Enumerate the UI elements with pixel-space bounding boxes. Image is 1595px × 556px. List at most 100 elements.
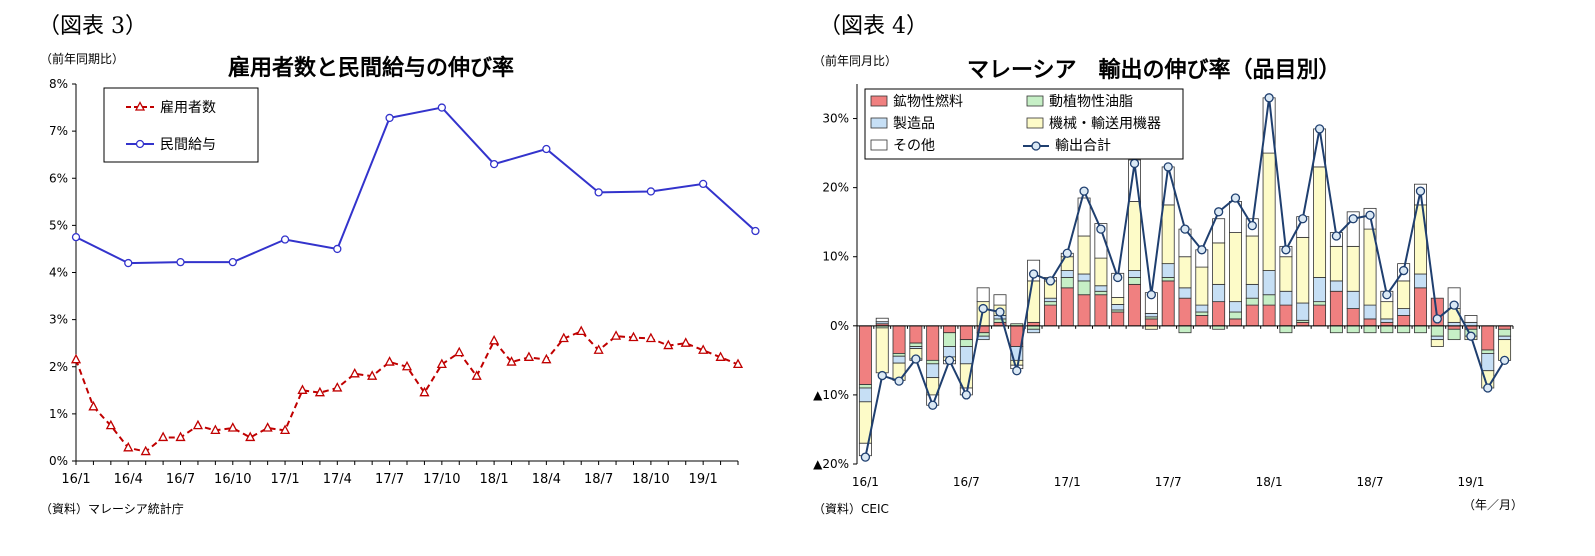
bar-segment-fuel bbox=[1380, 321, 1394, 327]
total-point bbox=[1247, 220, 1257, 231]
bar-segment-mfg bbox=[1397, 308, 1411, 316]
total-point bbox=[1213, 207, 1224, 217]
x-tick-label: 17/4 bbox=[323, 472, 352, 487]
legend-label: 雇用者数 bbox=[160, 99, 216, 116]
bar-segment-mach bbox=[1229, 232, 1242, 303]
bar-segment-oil bbox=[943, 332, 956, 347]
figure-3-label: （図表 3） bbox=[38, 14, 147, 39]
figure-4-source: （資料）CEIC bbox=[813, 502, 889, 516]
bar-segment-fuel bbox=[1094, 294, 1108, 327]
figure-3-chart: 0% 1% 2% 3% 4% 5% 6% 7% 8% 16/1 16/4 16/7 16/10 17/1 1… bbox=[49, 77, 760, 487]
bar-segment-mfg bbox=[1060, 270, 1074, 278]
legend-label: 輸出合計 bbox=[1055, 138, 1111, 154]
total-point bbox=[1264, 93, 1274, 103]
total-point bbox=[1230, 193, 1241, 203]
data-point-triangle bbox=[140, 445, 151, 456]
bar-segment-fuel bbox=[1027, 321, 1041, 327]
bar-segment-oil bbox=[1447, 328, 1461, 341]
bar-segment-mach bbox=[1262, 152, 1276, 271]
total-point bbox=[961, 390, 971, 400]
bar-segment-mfg bbox=[1296, 302, 1310, 321]
bar-segment-fuel bbox=[1262, 304, 1276, 327]
total-point bbox=[1045, 276, 1056, 286]
data-point-circle bbox=[333, 244, 342, 254]
figure-4-panel: （図表 4） （前年同月比） マレーシア 輸出の伸び率（品目別） 30% 20% 1… bbox=[795, 0, 1595, 556]
y-tick-label: 3% bbox=[49, 313, 68, 327]
data-point-triangle bbox=[158, 431, 169, 442]
bar-segment-oil bbox=[1128, 277, 1141, 285]
total-point bbox=[877, 370, 887, 381]
bar-segment-mach bbox=[1296, 236, 1310, 304]
data-point-triangle bbox=[349, 367, 360, 378]
data-point-triangle bbox=[645, 332, 656, 343]
bar-segment-fuel bbox=[858, 325, 872, 385]
data-point-circle bbox=[646, 187, 656, 196]
bar-segment-oil bbox=[1262, 294, 1276, 306]
total-point bbox=[1466, 331, 1476, 341]
total-point bbox=[1331, 231, 1342, 241]
data-point-triangle bbox=[558, 332, 569, 343]
total-point bbox=[1180, 224, 1190, 234]
total-point bbox=[911, 354, 921, 364]
bar-segment-fuel bbox=[1313, 304, 1327, 327]
bar-segment-fuel bbox=[892, 325, 906, 354]
bar-segment-mach bbox=[1161, 204, 1175, 265]
x-tick-label: 18/1 bbox=[1256, 475, 1283, 489]
bar-segment-mach bbox=[1380, 301, 1394, 320]
total-point bbox=[1062, 248, 1072, 258]
legend-swatch-鉱物性燃料 bbox=[870, 95, 888, 107]
total-point bbox=[978, 303, 988, 314]
data-point-triangle bbox=[297, 384, 308, 394]
bar-segment-mach bbox=[1111, 297, 1125, 305]
bar-segment-mfg bbox=[1144, 312, 1158, 318]
total-point bbox=[1028, 269, 1039, 279]
bar-segment-fuel bbox=[1128, 283, 1141, 327]
y-tick-label: 6% bbox=[49, 171, 68, 185]
data-point-triangle bbox=[471, 370, 482, 380]
bar-segment-fuel bbox=[1498, 325, 1512, 330]
total-point bbox=[928, 400, 938, 410]
bar-segment-fuel bbox=[1060, 287, 1074, 327]
bar-segment-mach bbox=[1212, 242, 1226, 285]
total-point bbox=[995, 307, 1005, 317]
bar-segment-fuel bbox=[1229, 318, 1242, 327]
bar-segment-oil bbox=[993, 318, 1007, 323]
bar-segment-oil bbox=[1329, 325, 1343, 334]
x-tick-label: 18/4 bbox=[532, 472, 561, 487]
bar-segment-mach bbox=[1195, 266, 1209, 306]
total-point bbox=[1163, 162, 1173, 172]
bar-segment-fuel bbox=[1077, 294, 1091, 327]
x-tick-label: 16/7 bbox=[953, 475, 980, 489]
data-point-circle bbox=[751, 226, 760, 236]
bar-segment-oil bbox=[1027, 325, 1041, 330]
bar-segment-oil bbox=[858, 384, 872, 389]
bar-segment-mach bbox=[1245, 235, 1259, 285]
data-point-triangle bbox=[279, 424, 291, 435]
bar-segment-mfg bbox=[1447, 321, 1461, 327]
bar-segment-mfg bbox=[1077, 273, 1091, 282]
bar-segment-fuel bbox=[1363, 318, 1377, 327]
data-point-triangle bbox=[715, 351, 726, 361]
total-point bbox=[860, 452, 871, 462]
data-point-triangle bbox=[628, 331, 639, 342]
bar-segment-fuel bbox=[959, 325, 973, 341]
total-point bbox=[1113, 272, 1123, 283]
figure-3-unit-label: （前年同期比） bbox=[40, 52, 125, 66]
bar-segment-mach bbox=[1178, 256, 1192, 289]
data-point-triangle bbox=[523, 351, 535, 361]
data-point-triangle bbox=[175, 431, 186, 442]
legend-label: 機械・輸送用機器 bbox=[1049, 116, 1161, 132]
bar-segment-fuel bbox=[1043, 304, 1057, 327]
bar-segment-fuel bbox=[909, 325, 923, 344]
bar-segment-oil bbox=[1380, 325, 1394, 334]
data-point-triangle bbox=[314, 386, 325, 397]
bar-segment-mfg bbox=[959, 346, 973, 365]
total-point bbox=[1432, 314, 1442, 324]
bar-segment-fuel bbox=[1346, 308, 1360, 327]
bar-segment-fuel bbox=[1414, 287, 1427, 327]
x-tick-label: 17/7 bbox=[1155, 475, 1182, 489]
x-tick-label: 18/7 bbox=[584, 472, 613, 487]
data-point-triangle bbox=[332, 382, 343, 392]
bar-segment-oth bbox=[1212, 218, 1226, 244]
